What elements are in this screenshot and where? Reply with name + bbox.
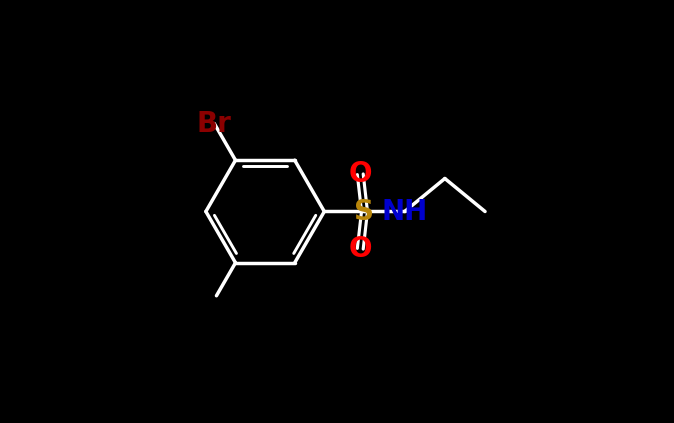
Text: O: O: [348, 160, 372, 188]
Text: Br: Br: [197, 110, 232, 137]
Text: NH: NH: [381, 198, 428, 225]
Text: S: S: [355, 198, 375, 225]
Text: O: O: [348, 235, 372, 263]
